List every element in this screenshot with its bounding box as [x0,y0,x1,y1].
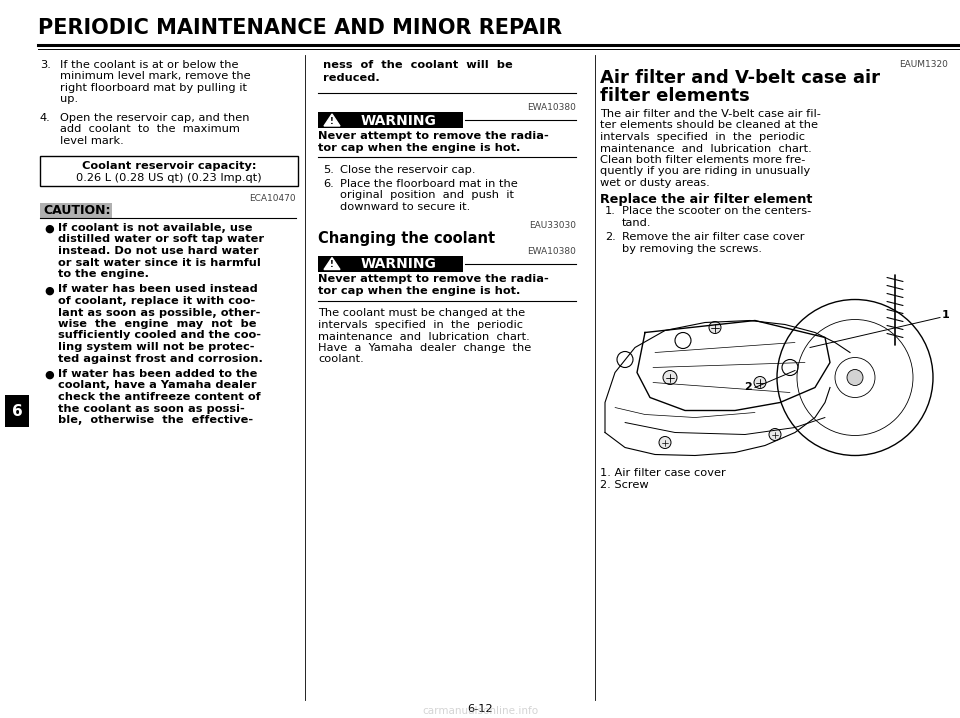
Text: of coolant, replace it with coo-: of coolant, replace it with coo- [58,296,255,306]
Text: EWA10380: EWA10380 [527,246,576,256]
Text: 2.: 2. [605,233,615,243]
Circle shape [754,376,766,388]
Text: to the engine.: to the engine. [58,269,149,279]
Text: Place the scooter on the centers-: Place the scooter on the centers- [622,207,811,217]
Text: right floorboard mat by pulling it: right floorboard mat by pulling it [60,83,247,93]
Text: WARNING: WARNING [361,114,437,128]
Text: EAU33030: EAU33030 [529,221,576,230]
Text: maintenance  and  lubrication  chart.: maintenance and lubrication chart. [318,332,530,342]
Text: Never attempt to remove the radia-: Never attempt to remove the radia- [318,274,549,284]
Text: lant as soon as possible, other-: lant as soon as possible, other- [58,307,260,317]
Text: EWA10380: EWA10380 [527,103,576,112]
Circle shape [663,370,677,385]
Text: Changing the coolant: Changing the coolant [318,230,495,246]
Circle shape [659,437,671,449]
Text: 5.: 5. [323,165,334,175]
Text: If coolant is not available, use: If coolant is not available, use [58,223,252,233]
Bar [318,112,463,128]
Text: reduced.: reduced. [323,73,380,83]
Text: ECA10470: ECA10470 [250,194,296,203]
Text: coolant, have a Yamaha dealer: coolant, have a Yamaha dealer [58,381,256,391]
Text: carmanualsonline.info: carmanualsonline.info [422,706,538,716]
Text: 6: 6 [12,404,22,419]
Text: 0.26 L (0.28 US qt) (0.23 lmp.qt): 0.26 L (0.28 US qt) (0.23 lmp.qt) [76,173,262,183]
Text: ter elements should be cleaned at the: ter elements should be cleaned at the [600,121,818,131]
Text: distilled water or soft tap water: distilled water or soft tap water [58,235,264,245]
Text: tor cap when the engine is hot.: tor cap when the engine is hot. [318,286,520,297]
Text: PERIODIC MAINTENANCE AND MINOR REPAIR: PERIODIC MAINTENANCE AND MINOR REPAIR [38,18,563,38]
Text: Remove the air filter case cover: Remove the air filter case cover [622,233,804,243]
Text: EAUM1320: EAUM1320 [900,60,948,69]
Text: If water has been added to the: If water has been added to the [58,369,257,379]
Text: Close the reservoir cap.: Close the reservoir cap. [340,165,475,175]
Text: WARNING: WARNING [361,258,437,271]
Text: The coolant must be changed at the: The coolant must be changed at the [318,309,525,319]
Text: maintenance  and  lubrication  chart.: maintenance and lubrication chart. [600,144,812,154]
Text: !: ! [330,260,334,269]
Text: Open the reservoir cap, and then: Open the reservoir cap, and then [60,113,250,123]
Text: CAUTION:: CAUTION: [43,204,110,217]
Bar [5,395,29,427]
Text: If water has been used instead: If water has been used instead [58,284,257,294]
Text: filter elements: filter elements [600,87,750,105]
Polygon shape [324,114,340,126]
Text: Place the floorboard mat in the: Place the floorboard mat in the [340,179,517,189]
Text: ness  of  the  coolant  will  be: ness of the coolant will be [323,60,513,70]
Text: The air filter and the V-belt case air fil-: The air filter and the V-belt case air f… [600,109,821,119]
Text: ●: ● [44,370,54,380]
Text: Coolant reservoir capacity:: Coolant reservoir capacity: [82,161,256,171]
Text: ●: ● [44,224,54,234]
Text: 2. Screw: 2. Screw [600,480,649,490]
Text: 4.: 4. [40,113,51,123]
Text: 6.: 6. [323,179,334,189]
Text: Have  a  Yamaha  dealer  change  the: Have a Yamaha dealer change the [318,343,531,353]
Text: the coolant as soon as possi-: the coolant as soon as possi- [58,404,245,414]
Text: tand.: tand. [622,218,652,228]
Text: ted against frost and corrosion.: ted against frost and corrosion. [58,353,263,363]
Bar [40,203,112,218]
Text: wise  the  engine  may  not  be: wise the engine may not be [58,319,256,329]
Text: ●: ● [44,286,54,296]
Text: level mark.: level mark. [60,136,124,146]
Circle shape [709,322,721,333]
Text: instead. Do not use hard water: instead. Do not use hard water [58,246,258,256]
Circle shape [847,370,863,386]
Text: Never attempt to remove the radia-: Never attempt to remove the radia- [318,131,549,141]
Circle shape [769,429,781,441]
Bar [40,156,298,186]
Text: 1: 1 [942,309,949,320]
Text: up.: up. [60,95,78,105]
Text: 6-12: 6-12 [468,704,492,714]
Text: intervals  specified  in  the  periodic: intervals specified in the periodic [318,320,523,330]
Text: ble,  otherwise  the  effective-: ble, otherwise the effective- [58,415,253,425]
Text: Clean both filter elements more fre-: Clean both filter elements more fre- [600,155,805,165]
Text: or salt water since it is harmful: or salt water since it is harmful [58,258,261,268]
Polygon shape [324,258,340,269]
Text: tor cap when the engine is hot.: tor cap when the engine is hot. [318,143,520,153]
Text: intervals  specified  in  the  periodic: intervals specified in the periodic [600,132,805,142]
Text: Air filter and V-belt case air: Air filter and V-belt case air [600,69,880,87]
Text: check the antifreeze content of: check the antifreeze content of [58,392,260,402]
Text: downward to secure it.: downward to secure it. [340,202,470,212]
Text: wet or dusty areas.: wet or dusty areas. [600,178,709,188]
Text: ling system will not be protec-: ling system will not be protec- [58,342,254,352]
Text: 1.: 1. [605,207,616,217]
Text: quently if you are riding in unusually: quently if you are riding in unusually [600,167,810,177]
Text: coolant.: coolant. [318,355,364,365]
Text: 2: 2 [744,383,752,393]
Text: 3.: 3. [40,60,51,70]
Text: by removing the screws.: by removing the screws. [622,244,762,254]
Text: add  coolant  to  the  maximum: add coolant to the maximum [60,124,240,134]
Text: minimum level mark, remove the: minimum level mark, remove the [60,72,251,82]
Bar [318,256,463,271]
Text: !: ! [330,116,334,126]
Text: If the coolant is at or below the: If the coolant is at or below the [60,60,238,70]
Text: 1. Air filter case cover: 1. Air filter case cover [600,467,726,477]
Text: Replace the air filter element: Replace the air filter element [600,192,812,205]
Text: original  position  and  push  it: original position and push it [340,190,514,200]
Text: sufficiently cooled and the coo-: sufficiently cooled and the coo- [58,330,261,340]
